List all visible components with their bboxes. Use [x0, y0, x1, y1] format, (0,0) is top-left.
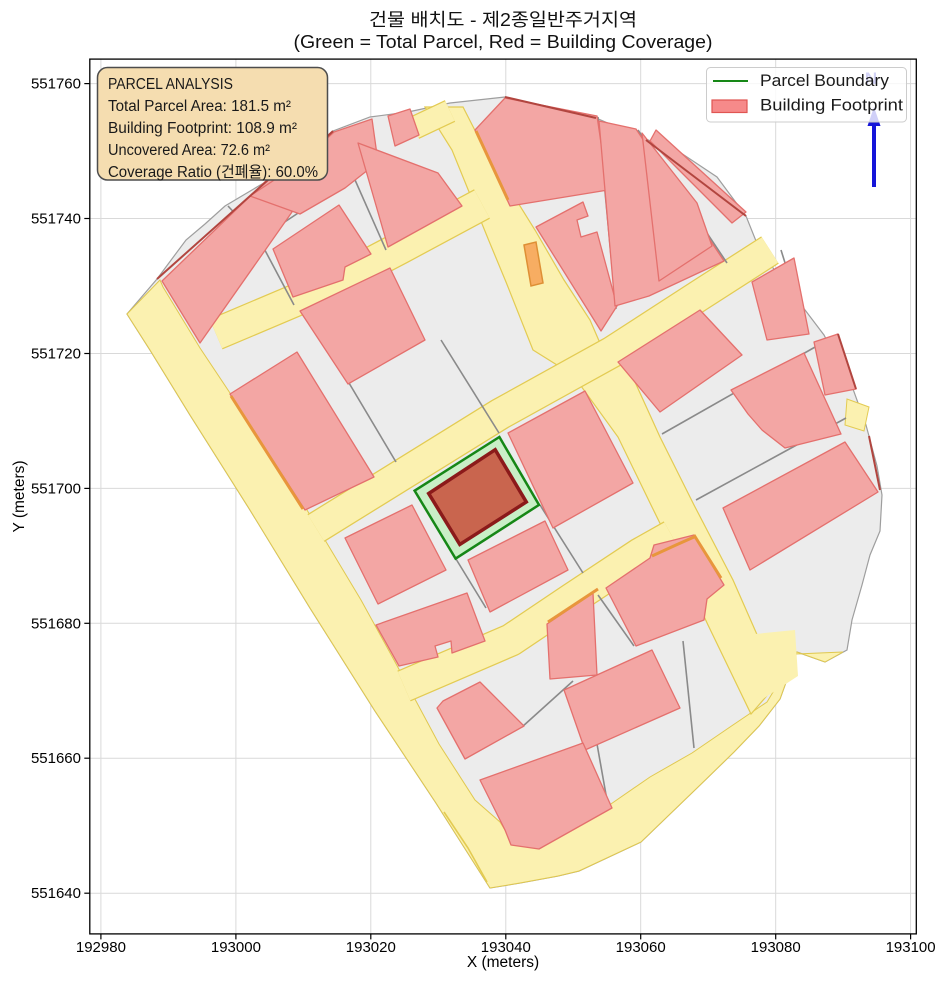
svg-text:193060: 193060	[616, 939, 666, 956]
svg-text:Building Footprint: 108.9 m²: Building Footprint: 108.9 m²	[108, 120, 297, 137]
svg-text:193100: 193100	[886, 939, 936, 956]
svg-text:551700: 551700	[31, 480, 81, 497]
svg-text:551720: 551720	[31, 346, 81, 363]
svg-text:551640: 551640	[31, 885, 81, 902]
svg-text:551680: 551680	[31, 615, 81, 632]
svg-text:551740: 551740	[31, 211, 81, 228]
svg-text:Coverage Ratio (건폐율): 60.0%: Coverage Ratio (건폐율): 60.0%	[108, 163, 318, 181]
svg-text:551760: 551760	[31, 76, 81, 93]
svg-text:PARCEL ANALYSIS: PARCEL ANALYSIS	[108, 76, 233, 93]
svg-text:건물 배치도 - 제2종일반주거지역: 건물 배치도 - 제2종일반주거지역	[369, 10, 637, 30]
svg-text:193020: 193020	[346, 939, 396, 956]
svg-text:(Green = Total Parcel, Red = B: (Green = Total Parcel, Red = Building Co…	[294, 32, 713, 52]
svg-text:193080: 193080	[751, 939, 801, 956]
svg-text:192980: 192980	[76, 939, 126, 956]
svg-text:Building Footprint: Building Footprint	[760, 97, 903, 115]
svg-text:193040: 193040	[481, 939, 531, 956]
svg-text:Total Parcel Area: 181.5 m²: Total Parcel Area: 181.5 m²	[108, 98, 291, 115]
svg-text:Y (meters): Y (meters)	[11, 460, 28, 532]
svg-text:551660: 551660	[31, 750, 81, 767]
svg-text:X (meters): X (meters)	[467, 954, 539, 971]
svg-text:Uncovered Area: 72.6 m²: Uncovered Area: 72.6 m²	[108, 142, 270, 159]
svg-text:Parcel Boundary: Parcel Boundary	[760, 72, 890, 90]
svg-text:193000: 193000	[211, 939, 261, 956]
